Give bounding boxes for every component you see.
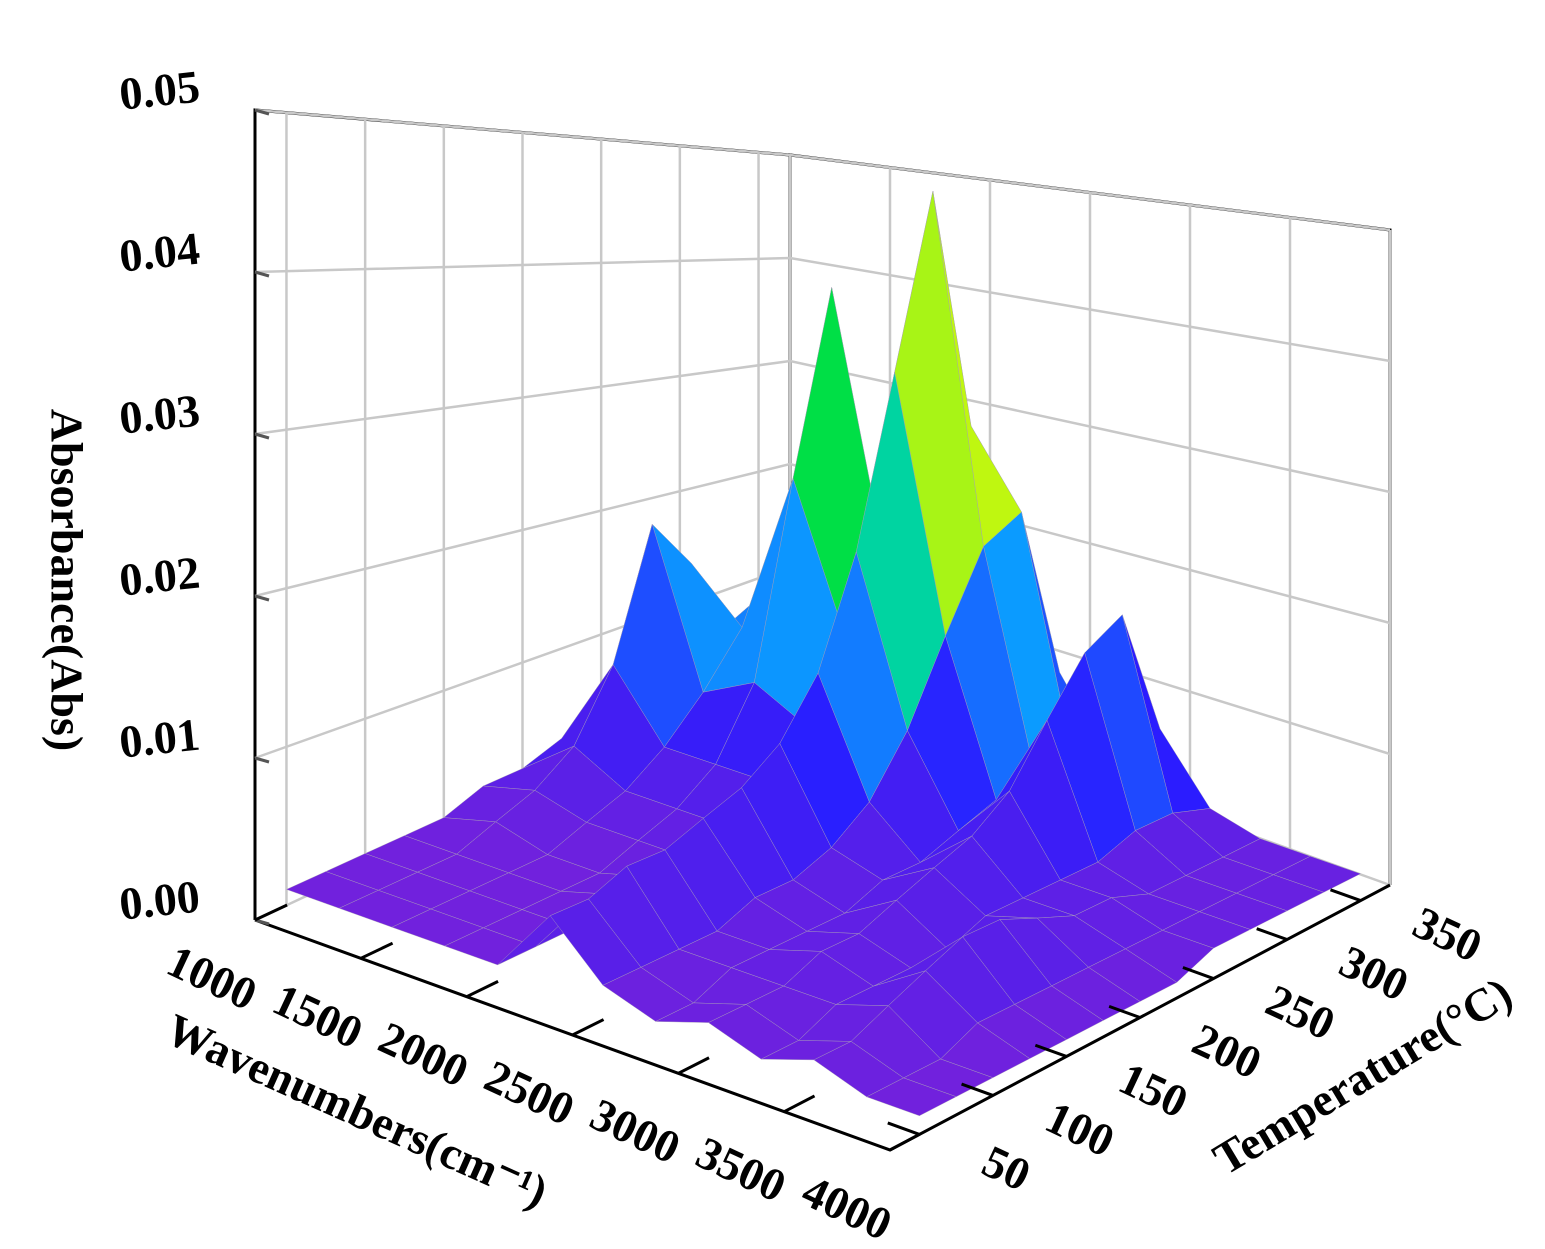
z-tick-label: 0.02 (117, 547, 202, 606)
x-tick (783, 1094, 816, 1113)
x-tick-label: 1500 (265, 973, 370, 1058)
y-tick (1329, 888, 1362, 903)
y-tick-label: 100 (1038, 1091, 1122, 1166)
x-tick (677, 1056, 710, 1075)
y-tick (961, 1082, 994, 1097)
grid-line (254, 108, 1391, 232)
x-tick-label: 1000 (160, 935, 265, 1020)
z-tick (254, 432, 270, 440)
x-tick-label: 3500 (689, 1127, 794, 1212)
z-axis-title: Absorbance(Abs) (41, 409, 92, 751)
y-tick-label: 200 (1185, 1013, 1269, 1088)
x-tick-label: 2500 (477, 1050, 582, 1135)
x-tick (254, 903, 288, 922)
z-tick (254, 108, 270, 116)
surface-cell (866, 1077, 957, 1117)
z-tick-label: 0.03 (117, 385, 202, 444)
y-tick-label: 350 (1406, 896, 1490, 971)
x-tick (889, 1132, 921, 1152)
surface (285, 190, 1362, 1117)
x-tick-label: 4000 (795, 1165, 900, 1249)
y-tick (1256, 927, 1288, 941)
y-tick (1182, 966, 1215, 980)
x-tick-label: 2000 (371, 1012, 476, 1097)
x-tick-label: 3000 (583, 1088, 688, 1173)
z-tick (254, 594, 270, 602)
y-tick-label: 50 (975, 1135, 1038, 1201)
y-tick-label: 150 (1112, 1052, 1196, 1127)
y-tick-label: 250 (1259, 974, 1343, 1049)
x-tick (360, 941, 394, 960)
y-tick (1034, 1043, 1067, 1058)
z-tick (254, 756, 270, 764)
y-tick-label: 300 (1332, 935, 1416, 1010)
y-tick (1108, 1004, 1141, 1019)
z-tick-label: 0.04 (117, 223, 202, 282)
z-tick-label: 0.05 (117, 61, 202, 120)
z-tick-label: 0.01 (117, 709, 202, 768)
x-tick (466, 980, 499, 999)
z-tick (254, 918, 270, 926)
y-tick (887, 1121, 920, 1136)
x-tick (571, 1018, 605, 1037)
z-tick (254, 270, 270, 278)
z-tick-label: 0.00 (117, 871, 202, 930)
